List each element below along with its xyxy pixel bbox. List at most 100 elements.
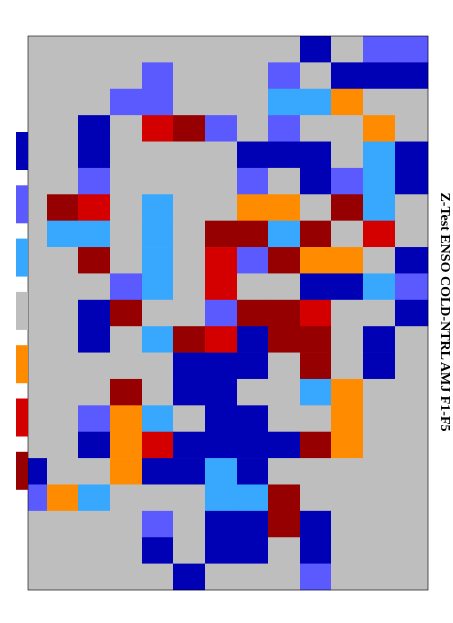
grid-cell [395, 458, 429, 485]
grid-cell [205, 484, 238, 512]
grid-cell [205, 326, 238, 353]
grid-cell [237, 115, 269, 142]
grid-cell [268, 484, 301, 512]
grid-cell [268, 431, 301, 459]
grid-cell [110, 431, 143, 459]
grid-cell [268, 326, 301, 353]
grid-cell [395, 299, 429, 327]
grid-cell [142, 115, 174, 142]
grid-cell [47, 141, 79, 169]
grid-cell [300, 220, 332, 248]
grid-cell [237, 36, 269, 63]
grid-cell [300, 378, 332, 406]
grid-cell [331, 405, 364, 433]
map-title: Z-Test ENSO COLD-NTRL AMJ F1-F5 [437, 192, 452, 431]
grid-cell [28, 326, 48, 353]
grid-cell [363, 563, 396, 591]
grid-cell [173, 510, 206, 538]
grid-cell [395, 220, 429, 248]
grid-cell [300, 299, 332, 327]
grid-cell [268, 62, 301, 90]
grid-cell [47, 115, 79, 142]
grid-cell [331, 273, 364, 301]
grid-cell [205, 88, 238, 116]
grid-cell [205, 431, 238, 459]
grid-cell [78, 115, 111, 142]
grid-cell [78, 62, 111, 90]
grid-cell [78, 352, 111, 380]
grid-cell [363, 431, 396, 459]
grid-cell [205, 36, 238, 63]
grid-cell [395, 273, 429, 301]
grid-cell [173, 537, 206, 564]
grid-cell [173, 405, 206, 433]
grid-cell [142, 326, 174, 353]
grid-cell [268, 194, 301, 221]
grid-cell [205, 458, 238, 485]
grid-cell [110, 405, 143, 433]
grid-cell [110, 194, 143, 221]
grid-cell [47, 352, 79, 380]
grid-cell [47, 431, 79, 459]
grid-cell [47, 563, 79, 591]
grid-cell [395, 326, 429, 353]
grid-cell [268, 352, 301, 380]
grid-cell [205, 510, 238, 538]
grid-cell [28, 141, 48, 169]
grid-cell [28, 299, 48, 327]
grid-cell [268, 458, 301, 485]
grid-cell [28, 484, 48, 512]
grid-cell [395, 167, 429, 195]
grid-cell [78, 247, 111, 274]
grid-cell [28, 563, 48, 591]
grid-cell [28, 194, 48, 221]
grid-cell [363, 273, 396, 301]
grid-cell [300, 88, 332, 116]
grid-cell [395, 194, 429, 221]
grid-cell [331, 88, 364, 116]
grid-cell [237, 510, 269, 538]
grid-cell [395, 510, 429, 538]
grid-cell [363, 62, 396, 90]
grid-cell [237, 273, 269, 301]
grid-cell [142, 273, 174, 301]
grid-cell [78, 326, 111, 353]
grid-cell [173, 220, 206, 248]
grid-cell [173, 88, 206, 116]
grid-cell [300, 326, 332, 353]
grid-cell [110, 115, 143, 142]
grid-cell [268, 167, 301, 195]
grid-cell [237, 141, 269, 169]
grid-cell [395, 115, 429, 142]
grid-cell [78, 194, 111, 221]
grid-cell [28, 247, 48, 274]
grid-cell [300, 352, 332, 380]
grid-cell [173, 273, 206, 301]
grid-cell [142, 36, 174, 63]
grid-cell [237, 299, 269, 327]
grid-cell [28, 167, 48, 195]
grid-cell [268, 88, 301, 116]
grid-cell [205, 220, 238, 248]
grid-cell [237, 484, 269, 512]
grid-cell [331, 167, 364, 195]
grid-cell [268, 141, 301, 169]
grid-cell [78, 36, 111, 63]
grid-cell [237, 247, 269, 274]
grid-cell [237, 194, 269, 221]
grid-cell [110, 352, 143, 380]
grid-cell [110, 247, 143, 274]
grid-cell [331, 194, 364, 221]
grid-cell [47, 220, 79, 248]
grid-cell [28, 378, 48, 406]
grid-cell [300, 484, 332, 512]
grid-cell [110, 141, 143, 169]
grid-cell [173, 484, 206, 512]
grid-cell [47, 326, 79, 353]
grid-cell [237, 431, 269, 459]
grid-cell [173, 194, 206, 221]
grid-cell [110, 458, 143, 485]
grid-cell [237, 458, 269, 485]
grid-cell [47, 167, 79, 195]
